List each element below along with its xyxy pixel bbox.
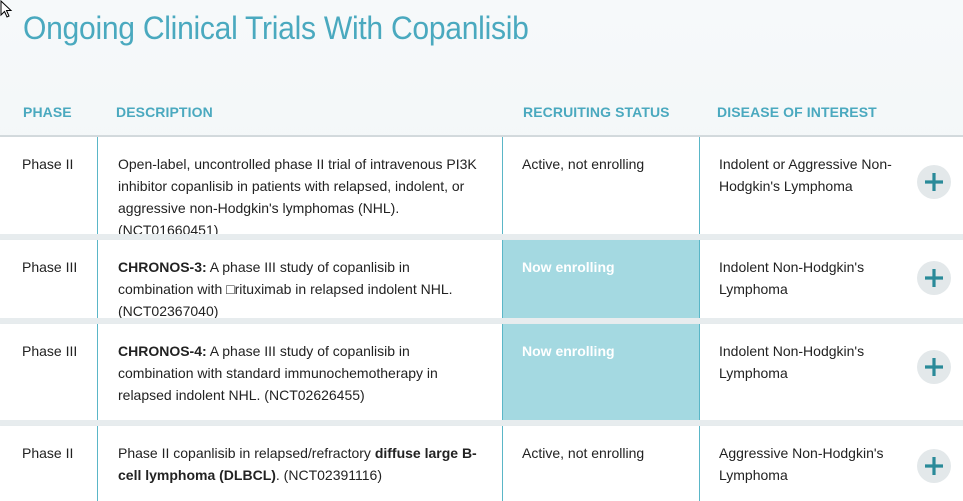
row-separator	[0, 234, 963, 240]
column-divider	[502, 240, 503, 318]
disease-cell: Indolent or Aggressive Non-Hodgkin's Lym…	[700, 137, 963, 234]
disease-text: Indolent Non-Hodgkin's Lymphoma	[719, 343, 865, 381]
expand-row-button[interactable]	[917, 261, 951, 295]
plus-icon	[925, 358, 943, 376]
disease-cell: Indolent Non-Hodgkin's Lymphoma	[700, 324, 963, 420]
plus-icon	[925, 457, 943, 475]
header-divider	[0, 135, 963, 137]
table-row: Phase III CHRONOS-3: A phase III study o…	[0, 240, 963, 319]
description-cell: Open-label, uncontrolled phase II trial …	[0, 137, 502, 238]
column-divider	[97, 324, 98, 420]
description-text: Phase II copanlisib in relapsed/refracto…	[118, 442, 488, 486]
disease-cell: Indolent Non-Hodgkin's Lymphoma	[700, 240, 963, 318]
column-header-description: DESCRIPTION	[116, 104, 213, 120]
status-text: Now enrolling	[522, 343, 615, 359]
column-divider	[699, 137, 700, 234]
phase-text: Phase II	[22, 156, 74, 172]
expand-row-button[interactable]	[917, 449, 951, 483]
disease-cell: Aggressive Non-Hodgkin's Lymphoma	[700, 426, 963, 501]
description-bold-text: CHRONOS-4:	[118, 343, 207, 359]
plus-icon	[925, 173, 943, 191]
disease-text: Aggressive Non-Hodgkin's Lymphoma	[719, 445, 884, 483]
status-text: Active, not enrolling	[522, 445, 645, 461]
expand-row-button[interactable]	[917, 350, 951, 384]
description-text: Open-label, uncontrolled phase II trial …	[118, 153, 488, 241]
column-divider	[699, 324, 700, 420]
column-divider	[502, 426, 503, 501]
status-cell: Now enrolling	[503, 240, 699, 318]
phase-cell: Phase III	[0, 324, 97, 420]
column-divider	[699, 426, 700, 501]
status-text: Active, not enrolling	[522, 156, 645, 172]
table-row: Phase III CHRONOS-4: A phase III study o…	[0, 324, 963, 420]
table-row: Phase II Phase II copanlisib in relapsed…	[0, 426, 963, 501]
description-cell: CHRONOS-3: A phase III study of copanlis…	[0, 240, 502, 319]
phase-text: Phase III	[22, 259, 78, 275]
status-text: Now enrolling	[522, 259, 615, 275]
description-text-part: A phase III study of copanlisib in combi…	[118, 259, 453, 319]
description-bold-text: diffuse large B-cell lymphoma (DLBCL)	[118, 445, 477, 483]
column-header-disease: DISEASE OF INTEREST	[717, 104, 877, 120]
description-cell: Phase II copanlisib in relapsed/refracto…	[0, 426, 502, 501]
description-bold-text: CHRONOS-3:	[118, 259, 207, 275]
phase-cell: Phase II	[0, 137, 97, 234]
table-header: PHASE DESCRIPTION RECRUITING STATUS DISE…	[0, 104, 963, 126]
row-separator	[0, 318, 963, 324]
disease-text: Indolent Non-Hodgkin's Lymphoma	[719, 259, 865, 297]
description-text-part: Open-label, uncontrolled phase II trial …	[118, 156, 477, 238]
column-divider	[699, 240, 700, 318]
page-title: Ongoing Clinical Trials With Copanlisib	[23, 10, 529, 46]
description-text-part: A phase III study of copanlisib in combi…	[118, 343, 438, 403]
column-header-phase: PHASE	[23, 104, 72, 120]
description-cell: CHRONOS-4: A phase III study of copanlis…	[0, 324, 502, 420]
status-cell: Now enrolling	[503, 324, 699, 420]
column-header-status: RECRUITING STATUS	[523, 104, 670, 120]
status-cell: Active, not enrolling	[503, 426, 699, 501]
disease-text: Indolent or Aggressive Non-Hodgkin's Lym…	[719, 156, 892, 194]
phase-cell: Phase III	[0, 240, 97, 318]
mouse-cursor-icon	[0, 0, 13, 18]
status-cell: Active, not enrolling	[503, 137, 699, 234]
description-text-part: Phase II copanlisib in relapsed/refracto…	[118, 445, 375, 461]
phase-cell: Phase II	[0, 426, 97, 501]
column-divider	[502, 137, 503, 234]
description-text: CHRONOS-3: A phase III study of copanlis…	[118, 256, 488, 322]
column-divider	[97, 426, 98, 501]
description-text: CHRONOS-4: A phase III study of copanlis…	[118, 340, 488, 406]
plus-icon	[925, 269, 943, 287]
table-row: Phase II Open-label, uncontrolled phase …	[0, 137, 963, 238]
description-text-part: . (NCT02391116)	[275, 467, 382, 483]
phase-text: Phase III	[22, 343, 78, 359]
phase-text: Phase II	[22, 445, 74, 461]
row-separator	[0, 420, 963, 426]
column-divider	[97, 240, 98, 318]
expand-row-button[interactable]	[917, 165, 951, 199]
column-divider	[97, 137, 98, 234]
column-divider	[502, 324, 503, 420]
